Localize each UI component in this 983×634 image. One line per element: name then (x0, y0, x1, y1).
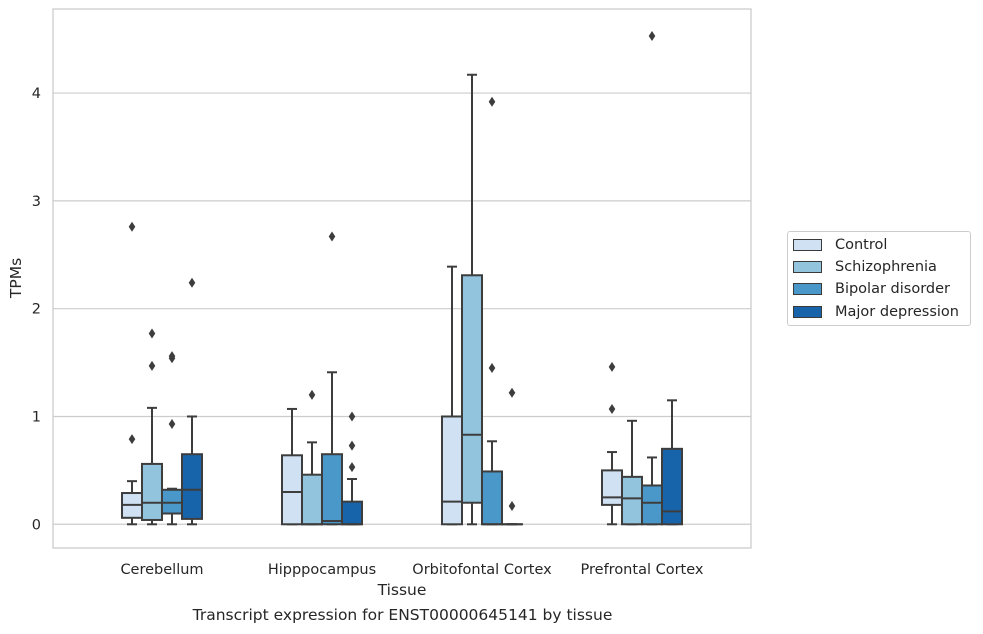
box-iqr (441, 415, 463, 526)
box-schizophrenia-4 (621, 419, 643, 526)
box-bipolar-disorder-1 (161, 351, 183, 526)
legend-label-bipolar-disorder: Bipolar disorder (835, 281, 950, 297)
box-schizophrenia-3 (461, 73, 483, 526)
box-iqr (281, 454, 303, 526)
y-tick-label-0: 0 (32, 517, 41, 533)
chart-caption: Transcript expression for ENST0000064514… (192, 606, 613, 624)
legend-label-control: Control (835, 237, 888, 253)
outlier-point (128, 221, 136, 232)
outlier-point (508, 387, 516, 398)
y-tick-label-4: 4 (32, 86, 41, 102)
box-iqr (181, 453, 203, 520)
box-iqr (161, 488, 183, 515)
outlier-point (488, 362, 496, 373)
box-major-depression-1 (181, 277, 203, 526)
box-control-2 (281, 407, 303, 526)
outlier-point (168, 351, 176, 362)
x-tick-labels: Cerebellum Hipppocampus Orbitofontal Corte… (120, 562, 703, 578)
box-iqr (301, 473, 323, 526)
legend-swatch-schizophrenia (793, 261, 822, 273)
outlier-point (608, 361, 616, 372)
legend-item-control: Control (793, 235, 887, 255)
grid-lines (53, 92, 751, 525)
box-iqr (141, 462, 163, 521)
plot-frame (52, 8, 752, 549)
outlier-point (328, 231, 336, 242)
outlier-point (608, 403, 616, 414)
legend-item-bipolar-disorder: Bipolar disorder (793, 279, 950, 299)
box-bipolar-disorder-3 (481, 96, 503, 526)
box-bipolar-disorder-4 (641, 30, 663, 526)
outlier-point (508, 500, 516, 511)
outlier-point (348, 462, 356, 473)
outlier-point (128, 434, 136, 445)
legend-label-schizophrenia: Schizophrenia (835, 259, 937, 275)
legend-label-major-depression: Major depression (835, 304, 959, 320)
outlier-point (348, 411, 356, 422)
x-tick-label-4: Prefrontal Cortex (581, 562, 704, 578)
outlier-point (148, 360, 156, 371)
outlier-point (188, 277, 196, 288)
box-iqr (641, 484, 663, 526)
x-tick-label-3: Orbitofontal Cortex (412, 562, 552, 578)
box-iqr (341, 500, 363, 526)
box-major-depression-3 (501, 387, 523, 526)
x-tick-label-1: Cerebellum (120, 562, 203, 578)
legend: Control Schizophrenia Bipolar disorder M… (787, 231, 971, 326)
box-schizophrenia-2 (301, 389, 323, 526)
x-tick-label-2: Hipppocampus (268, 562, 376, 578)
y-tick-label-2: 2 (32, 302, 41, 318)
box-iqr (661, 447, 683, 526)
box-control-3 (441, 265, 463, 526)
box-major-depression-4 (661, 399, 683, 526)
outlier-point (348, 440, 356, 451)
box-groups (121, 30, 683, 526)
box-bipolar-disorder-2 (321, 231, 343, 526)
y-axis-label: TPMs (7, 258, 25, 299)
legend-swatch-major-depression (793, 306, 822, 318)
outlier-point (648, 30, 656, 41)
y-tick-label-3: 3 (32, 194, 41, 210)
box-iqr (461, 274, 483, 504)
box-iqr (621, 475, 643, 526)
box-iqr (321, 453, 343, 526)
y-tick-label-1: 1 (32, 409, 41, 425)
outlier-point (168, 419, 176, 430)
box-control-1 (121, 221, 143, 526)
box-major-depression-2 (341, 411, 363, 526)
outlier-point (148, 328, 156, 339)
y-tick-labels: 0 1 2 3 4 (32, 86, 41, 533)
box-iqr (601, 469, 623, 506)
legend-item-major-depression: Major depression (793, 302, 959, 322)
legend-item-schizophrenia: Schizophrenia (793, 257, 937, 277)
box-iqr (481, 470, 503, 526)
legend-swatch-control (793, 239, 822, 251)
outlier-point (488, 96, 496, 107)
box-control-4 (601, 361, 623, 526)
x-axis-label: Tissue (377, 581, 427, 599)
legend-swatch-bipolar-disorder (793, 283, 822, 295)
outlier-point (308, 389, 316, 400)
box-schizophrenia-1 (141, 328, 163, 526)
